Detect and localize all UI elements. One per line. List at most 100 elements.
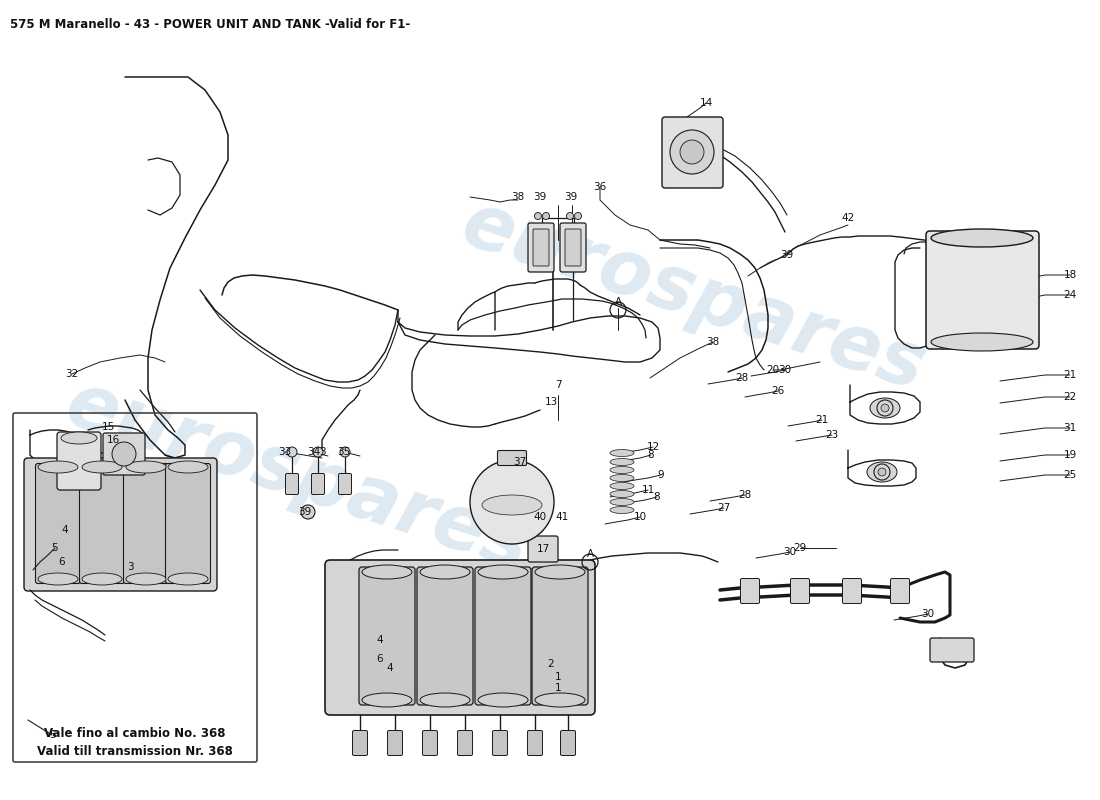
FancyBboxPatch shape	[286, 474, 298, 494]
Ellipse shape	[610, 458, 634, 466]
Text: 8: 8	[653, 492, 660, 502]
FancyBboxPatch shape	[103, 433, 145, 475]
FancyBboxPatch shape	[930, 638, 974, 662]
Text: 42: 42	[842, 213, 855, 223]
FancyBboxPatch shape	[339, 474, 352, 494]
Text: 39: 39	[780, 250, 793, 260]
Text: A: A	[586, 549, 594, 559]
Ellipse shape	[420, 565, 470, 579]
FancyBboxPatch shape	[475, 567, 531, 705]
Text: 6: 6	[376, 654, 383, 664]
Text: 41: 41	[556, 512, 569, 522]
Circle shape	[340, 447, 350, 457]
Circle shape	[878, 468, 886, 476]
Ellipse shape	[535, 693, 585, 707]
Ellipse shape	[82, 573, 122, 585]
Ellipse shape	[610, 482, 634, 490]
Circle shape	[112, 442, 136, 466]
Text: 26: 26	[771, 386, 784, 396]
Text: 31: 31	[1064, 423, 1077, 433]
Text: 40: 40	[534, 512, 547, 522]
Ellipse shape	[60, 432, 97, 444]
Text: 25: 25	[1064, 470, 1077, 480]
Text: 22: 22	[1064, 392, 1077, 402]
FancyBboxPatch shape	[493, 730, 507, 755]
FancyBboxPatch shape	[740, 578, 759, 603]
FancyBboxPatch shape	[352, 730, 367, 755]
Text: 30: 30	[779, 365, 792, 375]
FancyBboxPatch shape	[791, 578, 810, 603]
Text: 4: 4	[376, 635, 383, 645]
FancyBboxPatch shape	[458, 730, 473, 755]
Ellipse shape	[482, 495, 542, 515]
Text: 24: 24	[1064, 290, 1077, 300]
FancyBboxPatch shape	[123, 463, 168, 583]
Ellipse shape	[610, 506, 634, 514]
Text: 10: 10	[634, 512, 647, 522]
Text: A: A	[615, 297, 622, 307]
Text: 13: 13	[544, 397, 558, 407]
FancyBboxPatch shape	[528, 730, 542, 755]
Text: 2: 2	[548, 659, 554, 669]
Circle shape	[574, 213, 582, 219]
FancyBboxPatch shape	[422, 730, 438, 755]
FancyBboxPatch shape	[843, 578, 861, 603]
Ellipse shape	[535, 565, 585, 579]
Ellipse shape	[610, 474, 634, 482]
FancyBboxPatch shape	[24, 458, 217, 591]
Circle shape	[881, 404, 889, 412]
Text: 38: 38	[706, 337, 719, 347]
Text: 5: 5	[52, 543, 58, 553]
Text: 5: 5	[48, 730, 55, 740]
Circle shape	[680, 140, 704, 164]
Text: 11: 11	[641, 485, 654, 495]
Ellipse shape	[931, 229, 1033, 247]
Text: 21: 21	[1064, 370, 1077, 380]
Text: 23: 23	[825, 430, 838, 440]
Circle shape	[470, 460, 554, 544]
Ellipse shape	[362, 693, 412, 707]
Text: 35: 35	[338, 447, 351, 457]
Text: 27: 27	[717, 503, 730, 513]
Circle shape	[542, 213, 550, 219]
Text: 3: 3	[126, 562, 133, 572]
Text: 1: 1	[554, 683, 561, 693]
Circle shape	[566, 213, 573, 219]
Text: 39: 39	[534, 192, 547, 202]
Text: 20: 20	[767, 365, 780, 375]
Ellipse shape	[610, 450, 634, 457]
Text: 12: 12	[647, 442, 660, 452]
Ellipse shape	[870, 398, 900, 418]
Text: 38: 38	[512, 192, 525, 202]
FancyBboxPatch shape	[561, 730, 575, 755]
Text: 16: 16	[107, 435, 120, 445]
FancyBboxPatch shape	[565, 229, 581, 266]
FancyBboxPatch shape	[891, 578, 910, 603]
Ellipse shape	[478, 693, 528, 707]
Circle shape	[670, 130, 714, 174]
FancyBboxPatch shape	[662, 117, 723, 188]
Text: 34: 34	[307, 447, 320, 457]
FancyBboxPatch shape	[359, 567, 415, 705]
Text: 1: 1	[554, 672, 561, 682]
Text: 8: 8	[648, 450, 654, 460]
FancyBboxPatch shape	[497, 450, 527, 466]
FancyBboxPatch shape	[324, 560, 595, 715]
Ellipse shape	[126, 573, 166, 585]
Ellipse shape	[610, 498, 634, 506]
Text: 4: 4	[62, 525, 68, 535]
Ellipse shape	[39, 461, 78, 473]
Text: 3: 3	[319, 447, 326, 457]
Text: 15: 15	[101, 422, 114, 432]
FancyBboxPatch shape	[534, 229, 549, 266]
FancyBboxPatch shape	[926, 231, 1040, 349]
Ellipse shape	[610, 490, 634, 498]
Text: 6: 6	[58, 557, 65, 567]
Text: 28: 28	[738, 490, 751, 500]
FancyBboxPatch shape	[79, 463, 124, 583]
FancyBboxPatch shape	[387, 730, 403, 755]
FancyBboxPatch shape	[528, 223, 554, 272]
Text: 17: 17	[537, 544, 550, 554]
Text: Vale fino al cambio No. 368: Vale fino al cambio No. 368	[44, 727, 225, 740]
Circle shape	[301, 505, 315, 519]
